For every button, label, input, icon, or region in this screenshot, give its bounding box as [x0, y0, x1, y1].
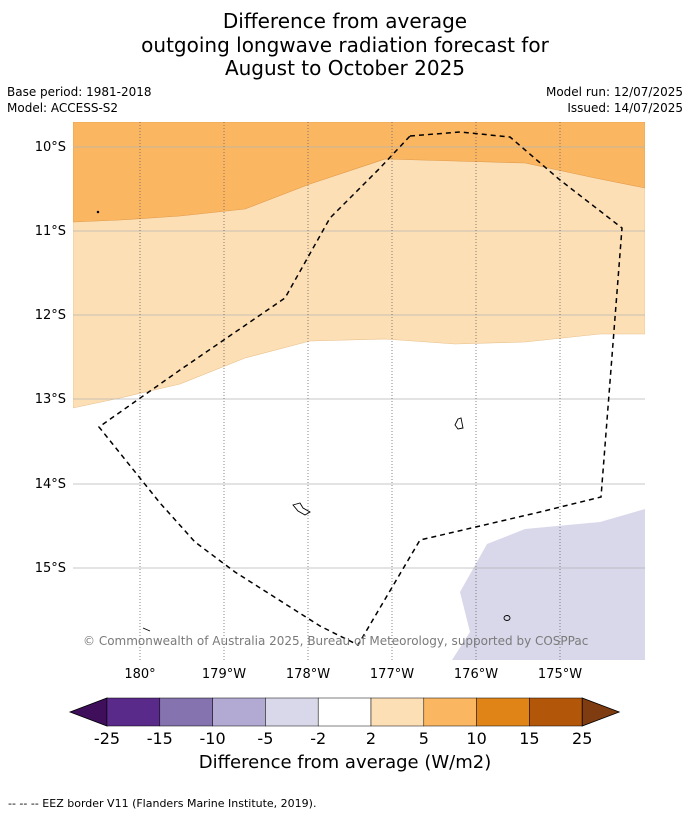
colorbar-extend-low [68, 697, 108, 727]
colorbar: -25 -15 -10 -5 -2 2 5 10 15 25 [68, 697, 621, 748]
colorbar-segment [159, 697, 213, 727]
lon-label: 175°W [538, 667, 582, 682]
base-period-text: Base period: 1981-2018 [7, 85, 152, 99]
colorbar-tick-label: 10 [466, 729, 486, 748]
lon-label: 180° [124, 667, 155, 682]
colorbar-tick-label: -2 [310, 729, 326, 748]
colorbar-segment [476, 697, 530, 727]
colorbar-tick-label: 2 [366, 729, 376, 748]
eez-legend-footer: -- -- -- EEZ border V11 (Flanders Marine… [8, 797, 317, 810]
colorbar-tick-label: 5 [419, 729, 429, 748]
colorbar-segment [317, 697, 372, 727]
colorbar-segment [423, 697, 477, 727]
anomaly-minus5-to-minus2-region [452, 509, 645, 660]
colorbar-segment [529, 697, 583, 727]
colorbar-tick-label: -5 [257, 729, 273, 748]
colorbar-extend-high [581, 697, 621, 727]
title-line-3: August to October 2025 [224, 56, 466, 80]
colorbar-tick-label: 15 [519, 729, 539, 748]
issued-text: Issued: 14/07/2025 [567, 101, 683, 115]
longitude-labels: 180° 179°W 178°W 177°W 176°W 175°W [124, 667, 582, 682]
eez-border [97, 131, 623, 646]
colorbar-segment [106, 697, 161, 727]
title-line-2: outgoing longwave radiation forecast for [141, 33, 549, 57]
lon-label: 177°W [370, 667, 414, 682]
model-text: Model: ACCESS-S2 [7, 101, 119, 115]
colorbar-segment [370, 697, 425, 727]
copyright-notice: © Commonwealth of Australia 2025, Bureau… [83, 634, 588, 648]
latitude-gridlines [73, 146, 645, 569]
colorbar-segment [265, 697, 319, 727]
lat-label: 12°S [35, 308, 66, 323]
islands [96, 210, 511, 632]
colorbar-tick-label: -10 [200, 729, 226, 748]
lat-label: 15°S [35, 561, 66, 576]
lat-label: 11°S [35, 224, 66, 239]
colorbar-tick-label: -15 [147, 729, 173, 748]
island-small-3 [96, 210, 100, 214]
map-panel: © Commonwealth of Australia 2025, Bureau… [73, 122, 645, 660]
lat-label: 14°S [35, 477, 66, 492]
model-run-text: Model run: 12/07/2025 [545, 85, 683, 99]
island-small-2 [142, 627, 151, 632]
lon-label: 178°W [286, 667, 330, 682]
title-line-1: Difference from average [222, 9, 468, 33]
colorbar-title: Difference from average (W/m2) [198, 752, 492, 773]
lon-label: 176°W [454, 667, 498, 682]
latitude-labels: 10°S 11°S 12°S 13°S 14°S 15°S [35, 140, 66, 576]
colorbar-tick-label: -25 [94, 729, 120, 748]
island-small-1 [503, 615, 511, 621]
lat-label: 13°S [35, 392, 66, 407]
lat-label: 10°S [35, 140, 66, 155]
lon-label: 179°W [202, 667, 246, 682]
island-wallis [454, 417, 464, 430]
island-futuna [292, 502, 311, 516]
colorbar-tick-label: 25 [572, 729, 592, 748]
colorbar-segment [212, 697, 266, 727]
